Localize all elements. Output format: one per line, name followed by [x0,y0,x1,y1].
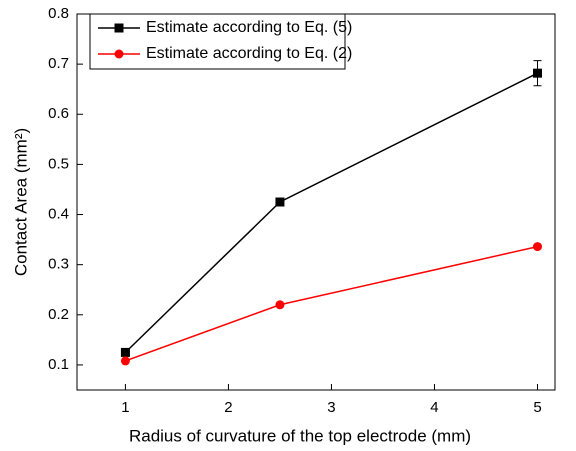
legend-marker [114,49,124,59]
y-tick-label: 0.7 [48,55,69,72]
marker [532,68,542,78]
x-tick-label: 1 [121,399,129,416]
marker [532,242,542,252]
x-tick-label: 3 [327,399,335,416]
x-axis-label: Radius of curvature of the top electrode… [129,426,471,445]
line [125,245,538,362]
x-tick-label: 2 [224,399,232,416]
y-tick-label: 0.4 [48,206,69,223]
marker [275,300,285,310]
marker [120,356,130,366]
x-tick-label: 5 [533,399,541,416]
legend-marker [114,23,124,33]
legend-label: Estimate according to Eq. (5) [146,19,352,36]
y-tick-label: 0.2 [48,306,69,323]
legend-box [89,13,346,70]
x-tick-label: 4 [430,399,438,416]
legend-label: Estimate according to Eq. (2) [146,45,352,62]
y-axis-label: Contact Area (mm²) [11,128,30,276]
marker [275,197,285,207]
plot-frame [76,13,556,391]
line [124,72,538,353]
y-tick-label: 0.5 [48,155,69,172]
y-tick-label: 0.6 [48,105,69,122]
y-tick-label: 0.3 [48,256,69,273]
marker [120,347,130,357]
y-tick-label: 0.8 [48,5,69,22]
y-tick-label: 0.1 [48,356,69,373]
